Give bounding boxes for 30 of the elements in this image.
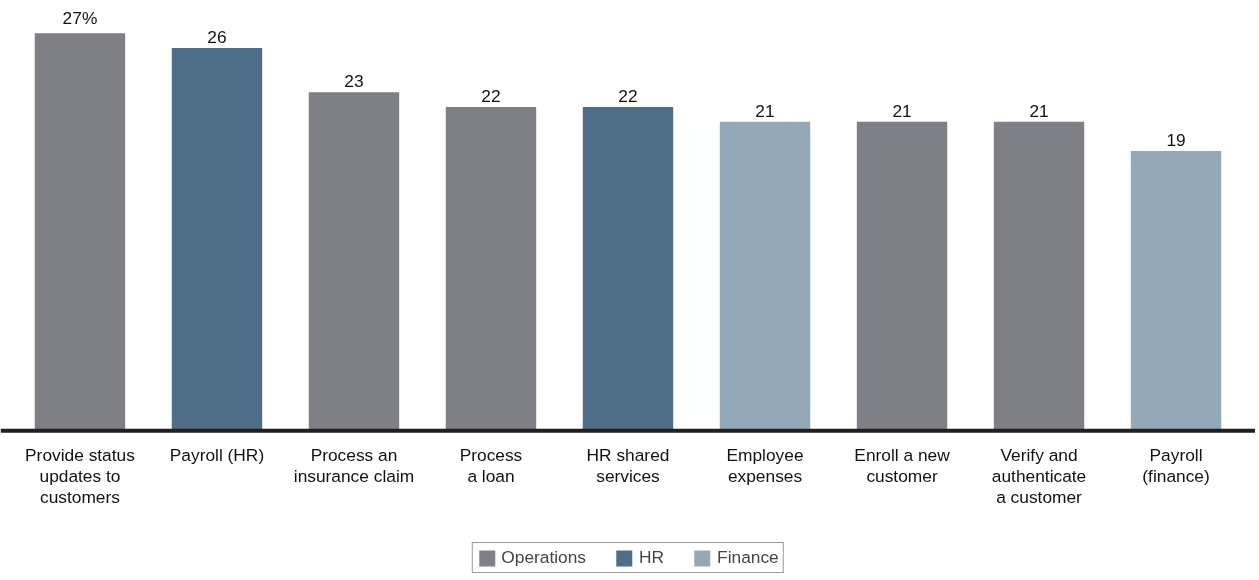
bar: [445, 106, 537, 431]
data-label: 27%: [62, 8, 98, 29]
x-tick-label: Enroll a new customer: [854, 444, 951, 486]
x-tick-label: Verify and authenticate a customer: [991, 444, 1087, 507]
bar: [171, 48, 263, 431]
bar: [856, 121, 948, 431]
bar: [993, 121, 1085, 431]
data-label: 21: [1029, 100, 1049, 121]
legend-label: Finance: [717, 547, 779, 568]
data-label: 22: [618, 85, 638, 106]
data-label: 21: [892, 100, 912, 121]
bar: [308, 92, 400, 431]
data-label: 21: [755, 100, 775, 121]
x-tick-label: Process a loan: [459, 444, 523, 486]
x-tick-label: Employee expenses: [726, 444, 804, 486]
x-tick-label: Payroll (finance): [1142, 444, 1210, 486]
bar: [1130, 151, 1222, 431]
bar: [582, 106, 674, 431]
legend-label: Operations: [501, 547, 587, 568]
data-label: 19: [1166, 130, 1186, 151]
x-tick-label: Provide status updates to customers: [25, 444, 136, 507]
data-label: 23: [344, 71, 364, 92]
x-tick-label: HR shared services: [586, 444, 670, 486]
x-tick-label: Process an insurance claim: [293, 444, 415, 486]
data-label: 26: [207, 27, 227, 48]
bar: [34, 33, 126, 431]
x-tick-label: Payroll (HR): [169, 444, 265, 465]
data-label: 22: [481, 85, 501, 106]
bar: [719, 121, 811, 431]
legend-label: HR: [639, 547, 665, 568]
